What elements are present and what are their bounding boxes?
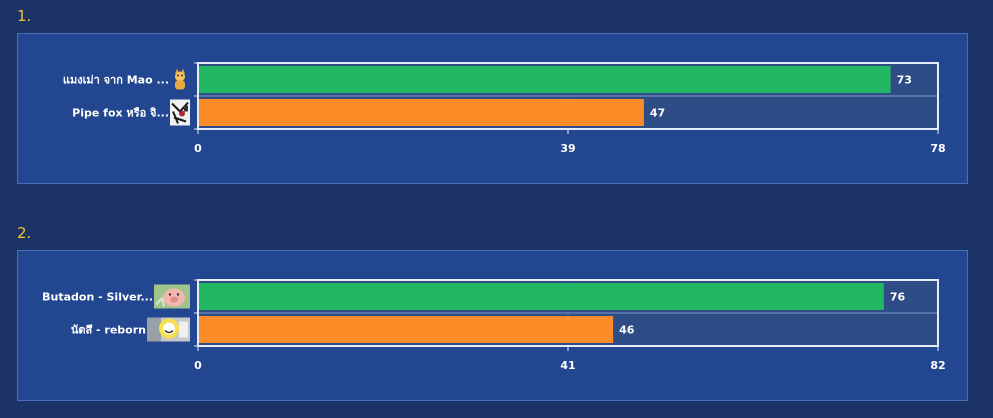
pig-avatar-icon xyxy=(154,284,190,309)
bar[interactable] xyxy=(198,66,891,93)
bar-value-label: 46 xyxy=(619,324,635,337)
section-number-1: 1. xyxy=(17,7,32,25)
chart-panel-1: 73 แมงเม่า จาก Mao ... 47 Pipe fox หรือ จิ.… xyxy=(17,33,968,184)
tick-label: 0 xyxy=(194,142,202,155)
category-label: นัตสึ - reborn xyxy=(71,324,146,337)
bar[interactable] xyxy=(198,99,644,126)
bar[interactable] xyxy=(198,316,614,343)
tick-label: 0 xyxy=(194,359,202,372)
bar-chart-1: 73 แมงเม่า จาก Mao ... 47 Pipe fox หรือ จิ.… xyxy=(63,62,946,155)
cat-face-avatar-icon xyxy=(147,317,190,342)
category-label: Butadon - Silver... xyxy=(42,291,153,304)
chart-panel-2: 76 Butadon - Silver... 46 นัตสึ - reborn 0 41… xyxy=(17,250,968,401)
category-label: Pipe fox หรือ จิ... xyxy=(72,107,169,120)
category-label: แมงเม่า จาก Mao ... xyxy=(63,74,169,87)
fox-avatar-icon xyxy=(170,99,190,126)
bar-value-label: 47 xyxy=(650,107,665,120)
cat-avatar-icon xyxy=(174,68,186,90)
section-number-2: 2. xyxy=(17,224,32,242)
tick-label: 41 xyxy=(560,359,575,372)
bar-value-label: 73 xyxy=(897,74,912,87)
tick-label: 39 xyxy=(560,142,575,155)
tick-label: 82 xyxy=(930,359,945,372)
bar[interactable] xyxy=(198,283,884,310)
bar-value-label: 76 xyxy=(890,291,906,304)
tick-label: 78 xyxy=(930,142,945,155)
bar-chart-2: 76 Butadon - Silver... 46 นัตสึ - reborn 0 41… xyxy=(42,279,946,372)
